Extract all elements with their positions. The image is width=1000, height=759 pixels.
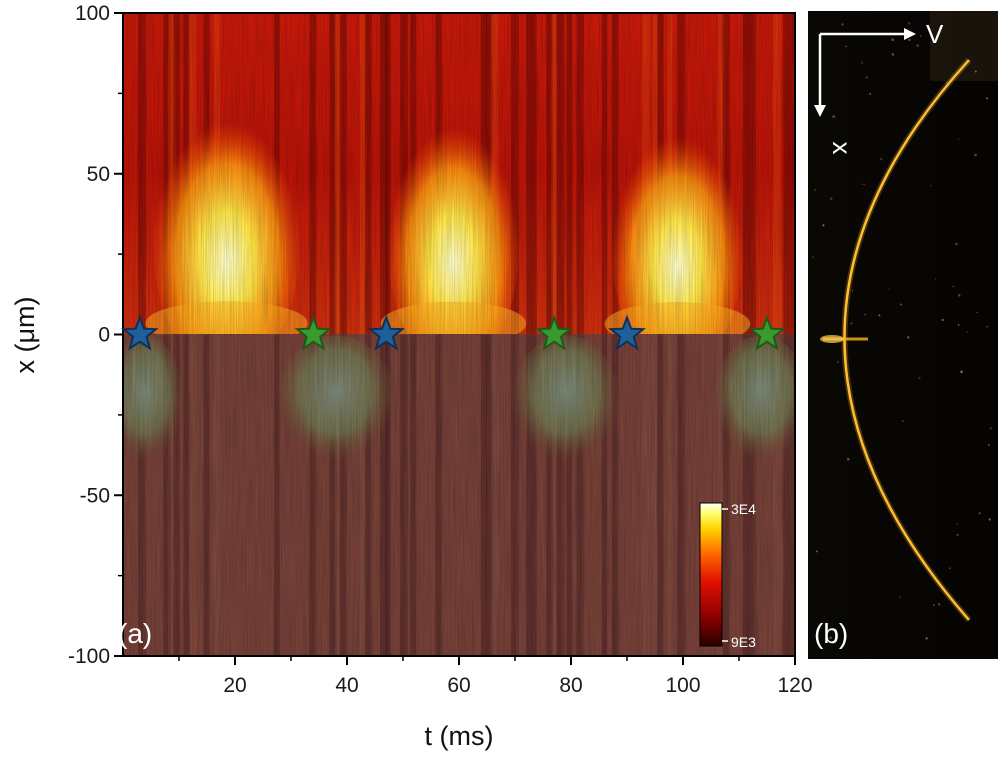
panel-b: V x (b) (808, 11, 998, 659)
x-tick-label: 40 (335, 674, 358, 697)
x-axis-title: t (ms) (425, 721, 494, 751)
speckle (918, 377, 921, 380)
speckle (878, 314, 881, 317)
star-markers (120, 314, 786, 351)
y-tick-label: -50 (80, 484, 110, 507)
x-tick-label: 60 (447, 674, 470, 697)
colorbar-max-label: 3E4 (731, 501, 756, 517)
blue-star-marker (120, 314, 159, 351)
speckle (863, 183, 865, 186)
panel-a-label: (a) (118, 618, 152, 649)
heatmap-texture (123, 13, 795, 656)
speckle (974, 153, 977, 157)
speckle (829, 197, 833, 200)
colorbar: 3E4 9E3 (699, 501, 756, 650)
blue-star-marker (608, 314, 646, 351)
y-axis-title: x (μm) (10, 296, 40, 373)
speckle (891, 38, 895, 42)
speckle (812, 256, 814, 259)
heatmap-panel (123, 13, 795, 656)
speckle (955, 242, 958, 246)
panel-b-background (808, 11, 998, 659)
speckle (956, 533, 959, 536)
green-star-marker (748, 314, 786, 351)
y-tick-label: 50 (87, 163, 110, 186)
speckle (925, 637, 928, 640)
speckle (851, 289, 854, 292)
speckle (907, 22, 911, 25)
speckle (908, 38, 911, 42)
x-tick-label: 80 (559, 674, 582, 697)
speckle (933, 604, 935, 607)
x-arrow-head (814, 105, 826, 117)
speckle (850, 322, 853, 325)
v-axis-label: V (926, 19, 944, 49)
speckle (907, 336, 910, 339)
y-axis: 100 50 0 -50 -100 (68, 2, 123, 668)
speckle (864, 313, 866, 316)
x-tick-label: 20 (223, 674, 246, 697)
speckle (916, 44, 920, 47)
x-tick-label: 100 (665, 674, 700, 697)
speckle (891, 53, 895, 56)
x-axis: 20 40 60 80 100 120 (178, 656, 813, 697)
speckle (861, 62, 863, 64)
blue-star-marker (367, 314, 406, 351)
speckle (956, 522, 958, 525)
speckle (888, 288, 890, 290)
defect-glow (820, 335, 844, 343)
speckle (845, 45, 847, 48)
speckle (869, 92, 872, 95)
x-tick-label: 120 (777, 674, 812, 697)
speckle (865, 76, 868, 79)
colorbar-gradient (699, 502, 723, 647)
speckle (957, 138, 960, 140)
speckle (948, 567, 951, 570)
speckle (978, 512, 981, 515)
speckle (957, 324, 960, 326)
panel-b-label: (b) (814, 618, 848, 649)
x-axis-label-inset: x (827, 142, 857, 155)
speckle (986, 97, 989, 100)
speckle (989, 427, 993, 430)
y-tick-label: 100 (75, 2, 110, 25)
speckle (901, 420, 904, 423)
speckle (814, 189, 816, 191)
speckle (988, 518, 991, 521)
speckle (822, 224, 825, 227)
speckle (952, 285, 954, 288)
speckle (841, 23, 844, 26)
speckle (966, 330, 969, 333)
speckle (960, 370, 963, 374)
speckle (976, 311, 978, 314)
y-tick-label: 0 (98, 324, 110, 347)
speckle (920, 35, 922, 38)
speckle (929, 185, 932, 187)
v-arrow-head (904, 28, 916, 40)
speckle (987, 443, 990, 446)
speckle (974, 70, 977, 73)
colorbar-min-label: 9E3 (731, 634, 756, 650)
speckle (945, 81, 948, 84)
panel-b-corner-glow (930, 11, 998, 81)
speckle (832, 115, 836, 119)
speckle (846, 458, 850, 461)
speckle (934, 278, 937, 280)
green-star-marker (535, 314, 574, 351)
speckle (900, 303, 903, 306)
speckle (958, 294, 961, 297)
speckle (829, 636, 832, 640)
green-star-marker (294, 314, 333, 351)
speckle (815, 550, 818, 553)
speckle (986, 325, 989, 328)
speckle (879, 157, 883, 161)
speckle (899, 596, 901, 598)
panel-b-speckles (812, 22, 993, 640)
speckle (941, 318, 944, 322)
speckle (861, 183, 864, 186)
y-tick-label: -100 (68, 645, 110, 668)
speckle (937, 603, 941, 606)
speckle (837, 361, 839, 364)
